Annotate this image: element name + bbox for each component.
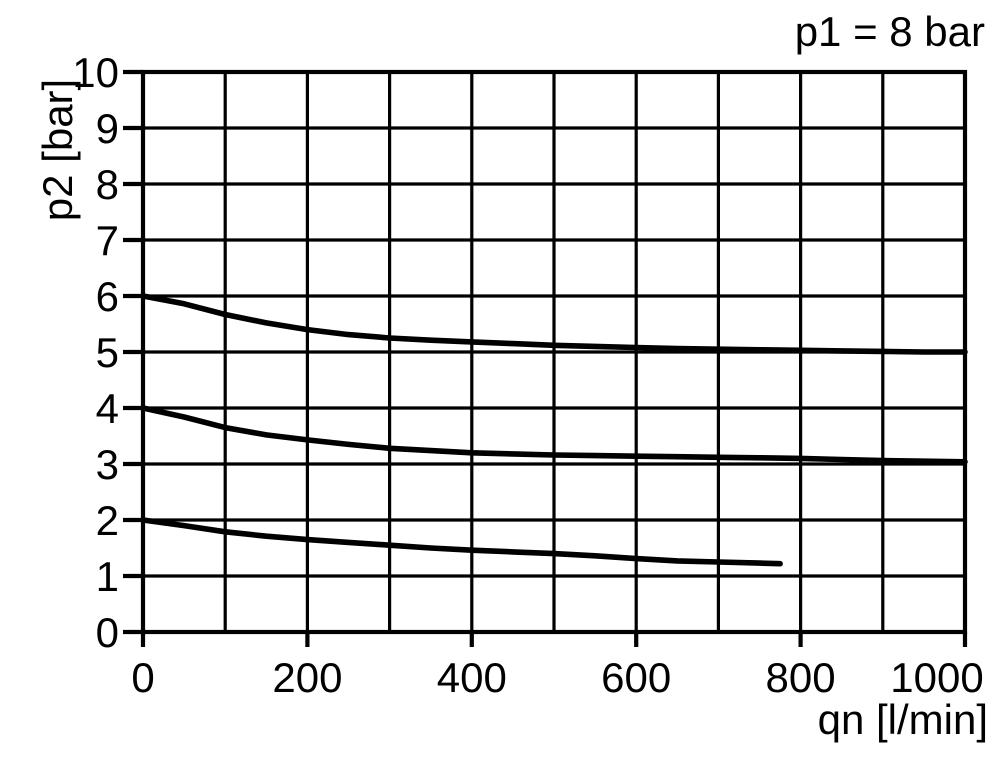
- y-tick-label: 5: [96, 329, 119, 376]
- x-tick-label: 800: [766, 654, 836, 701]
- curve-p2_set_4_bar: [140, 405, 968, 465]
- x-tick-label: 400: [437, 654, 507, 701]
- y-tick-label: 4: [96, 385, 119, 432]
- curve-p2_set_2_bar: [140, 517, 783, 567]
- x-tick-label: 600: [601, 654, 671, 701]
- y-tick-label: 7: [96, 217, 119, 264]
- axis-ticks: [123, 69, 968, 647]
- x-tick-label: 0: [131, 654, 154, 701]
- pressure-curves: [140, 293, 968, 567]
- chart-title: p1 = 8 bar: [795, 8, 985, 55]
- x-tick-label: 200: [272, 654, 342, 701]
- y-tick-label: 2: [96, 497, 119, 544]
- y-tick-label: 10: [72, 49, 119, 96]
- curve-p2_set_6_bar: [140, 293, 968, 355]
- y-tick-label: 9: [96, 105, 119, 152]
- x-tick-label: 1000: [890, 654, 983, 701]
- y-tick-label: 0: [96, 609, 119, 656]
- y-tick-label: 6: [96, 273, 119, 320]
- y-tick-label: 1: [96, 553, 119, 600]
- axis-tick-labels: 0 1 2 3 4 5 6 7 8 9 10 0 200 400 600 800 1000: [72, 49, 983, 701]
- y-tick-label: 3: [96, 441, 119, 488]
- y-tick-label: 8: [96, 161, 119, 208]
- x-axis-label: qn [l/min]: [818, 696, 988, 743]
- y-axis-label: p2 [bar]: [34, 79, 81, 221]
